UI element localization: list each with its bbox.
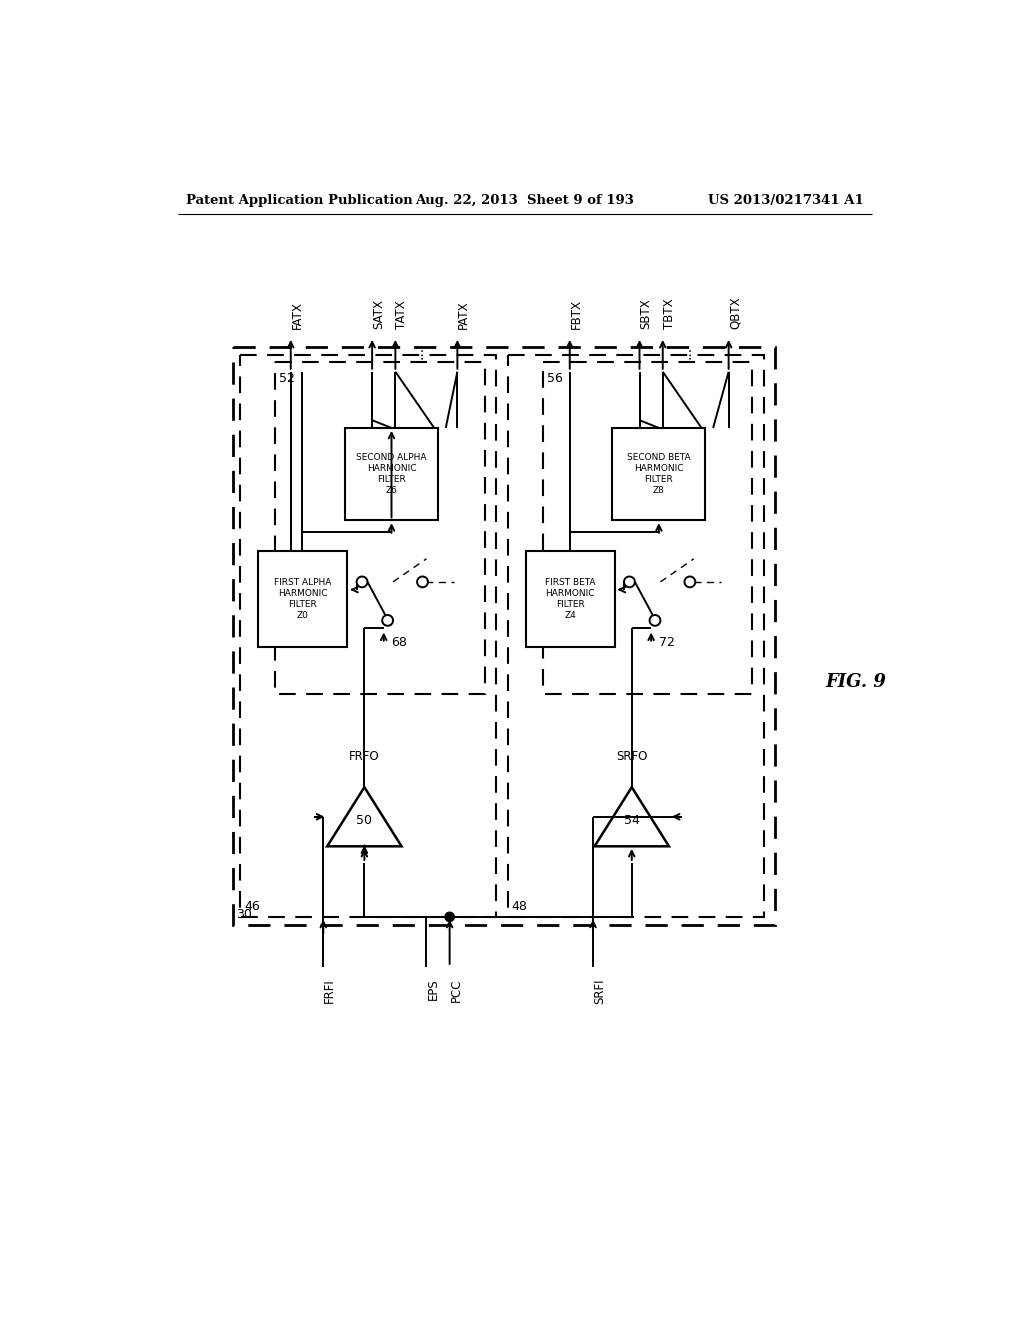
Text: FRFO: FRFO xyxy=(349,750,380,763)
Text: SECOND ALPHA
HARMONIC
FILTER
Z6: SECOND ALPHA HARMONIC FILTER Z6 xyxy=(356,453,427,495)
Text: TBTX: TBTX xyxy=(663,298,676,330)
Text: FRFI: FRFI xyxy=(324,978,336,1003)
Text: 56: 56 xyxy=(547,372,562,384)
Text: Patent Application Publication: Patent Application Publication xyxy=(186,194,413,207)
Text: FIRST BETA
HARMONIC
FILTER
Z4: FIRST BETA HARMONIC FILTER Z4 xyxy=(545,578,595,620)
Bar xyxy=(612,428,706,520)
Text: FIG. 9: FIG. 9 xyxy=(825,673,887,690)
Text: 46: 46 xyxy=(245,900,260,913)
Bar xyxy=(275,363,484,693)
Text: SRFO: SRFO xyxy=(616,750,647,763)
Text: 72: 72 xyxy=(658,636,675,649)
Text: ...: ... xyxy=(679,346,693,359)
Bar xyxy=(232,347,775,924)
Text: TATX: TATX xyxy=(395,301,409,330)
Bar xyxy=(241,355,496,917)
Text: PATX: PATX xyxy=(458,301,470,330)
Text: Aug. 22, 2013  Sheet 9 of 193: Aug. 22, 2013 Sheet 9 of 193 xyxy=(416,194,634,207)
Text: US 2013/0217341 A1: US 2013/0217341 A1 xyxy=(709,194,864,207)
Text: EPS: EPS xyxy=(426,978,439,1001)
Text: FATX: FATX xyxy=(291,301,304,330)
Circle shape xyxy=(649,615,660,626)
Bar xyxy=(543,363,752,693)
Text: FBTX: FBTX xyxy=(569,300,583,330)
Text: 30: 30 xyxy=(237,908,252,921)
Bar xyxy=(508,355,764,917)
Circle shape xyxy=(445,912,455,921)
Bar xyxy=(525,552,614,647)
Circle shape xyxy=(417,577,428,587)
Text: SECOND BETA
HARMONIC
FILTER
Z8: SECOND BETA HARMONIC FILTER Z8 xyxy=(627,453,690,495)
Text: ...: ... xyxy=(412,346,426,359)
Bar xyxy=(345,428,438,520)
Text: 50: 50 xyxy=(356,814,373,826)
Text: QBTX: QBTX xyxy=(729,297,741,330)
Text: 68: 68 xyxy=(391,636,408,649)
Text: 54: 54 xyxy=(624,814,640,826)
Text: 52: 52 xyxy=(280,372,295,384)
Text: 48: 48 xyxy=(512,900,527,913)
Text: FIRST ALPHA
HARMONIC
FILTER
Z0: FIRST ALPHA HARMONIC FILTER Z0 xyxy=(274,578,332,620)
Circle shape xyxy=(356,577,368,587)
Text: SRFI: SRFI xyxy=(593,978,606,1005)
Circle shape xyxy=(382,615,393,626)
Circle shape xyxy=(624,577,635,587)
Text: SBTX: SBTX xyxy=(640,298,652,330)
Text: PCC: PCC xyxy=(450,978,463,1002)
Circle shape xyxy=(684,577,695,587)
Bar xyxy=(258,552,347,647)
Text: SATX: SATX xyxy=(372,300,385,330)
